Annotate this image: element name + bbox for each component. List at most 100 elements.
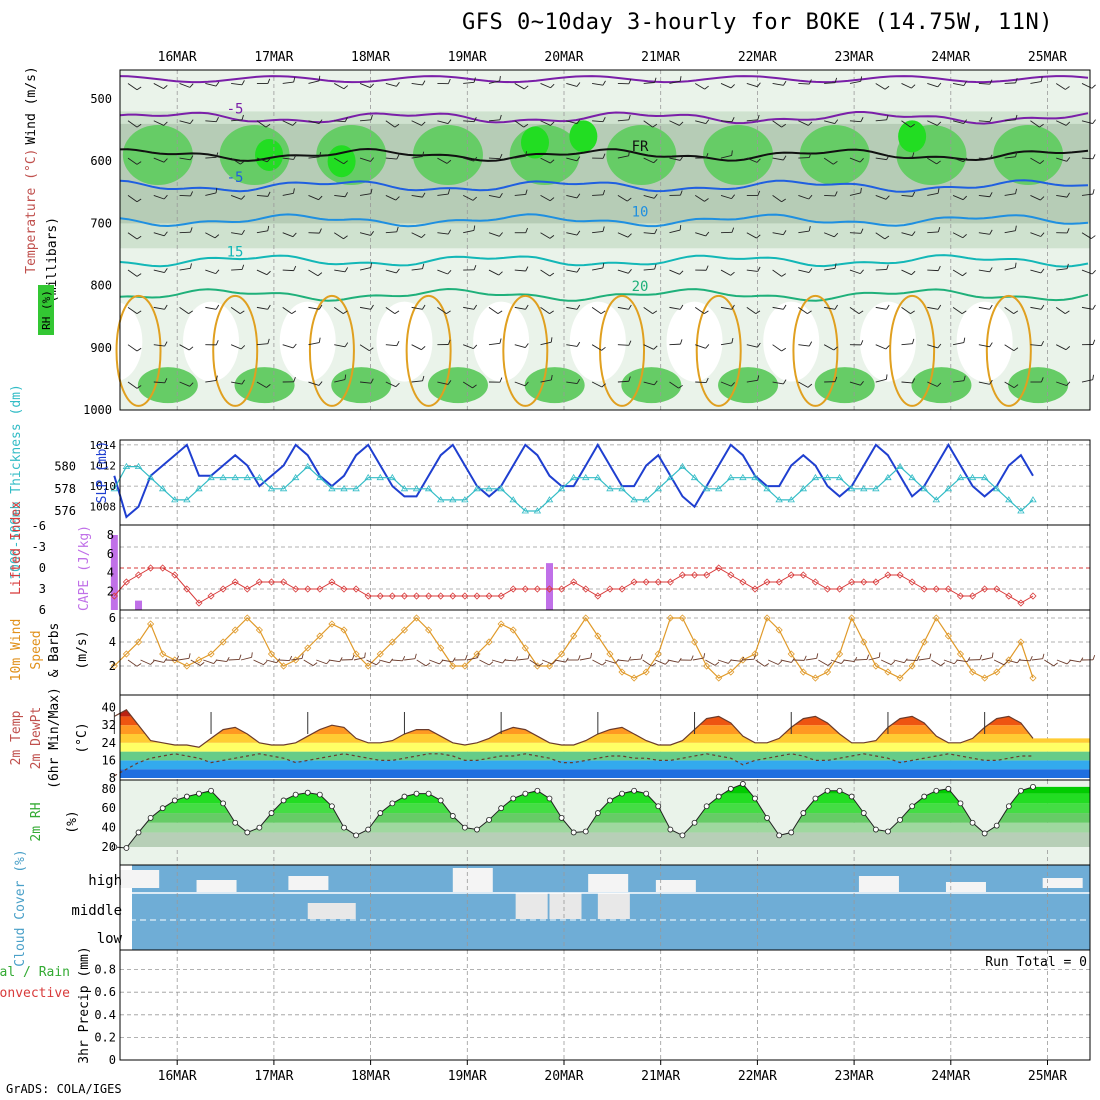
rh-marker xyxy=(280,797,287,804)
wind-speed-marker xyxy=(848,614,856,622)
thickness-marker xyxy=(364,473,372,481)
upper-wind-barb-flag xyxy=(679,155,684,161)
surface-wind-barb-flag xyxy=(289,655,293,661)
thickness-marker xyxy=(932,496,941,503)
middle-cloud-gap xyxy=(307,903,356,919)
thickness-marker xyxy=(594,473,602,481)
isotherm-blob xyxy=(889,294,936,407)
cape-tick: 8 xyxy=(107,528,114,542)
upper-wind-barb-flag xyxy=(241,379,245,385)
upper-wind-barb-flag xyxy=(989,154,993,160)
surface-wind-barb-flag xyxy=(1029,656,1033,661)
upper-wind-barb-flag xyxy=(705,231,710,237)
date-label-bottom: 18MAR xyxy=(351,1069,390,1084)
surface-wind-barb-flag xyxy=(991,652,994,658)
upper-wind-barb-flag xyxy=(1041,377,1044,383)
upper-wind-barb xyxy=(463,344,474,350)
upper-wind-barb-flag xyxy=(962,234,967,239)
cloud-panel: high middle low Cloud Cover (%) xyxy=(13,849,1091,967)
upper-wind-barb-flag xyxy=(731,227,735,233)
li-tick: 6 xyxy=(39,603,46,617)
upper-wind-barb xyxy=(514,344,526,348)
upper-wind-barb xyxy=(462,195,474,201)
upper-wind-barb-flag xyxy=(601,346,606,351)
thickness-marker xyxy=(884,473,892,481)
upper-wind-barb xyxy=(488,232,500,237)
rh-marker xyxy=(824,787,831,794)
wind-speed-marker xyxy=(1029,674,1037,682)
upper-wind-barb-flag xyxy=(189,83,194,88)
rh-marker xyxy=(655,803,662,810)
upper-wind-barb-flag xyxy=(628,340,632,346)
upper-wind-barb xyxy=(875,344,887,350)
upper-wind-barb-flag xyxy=(215,340,219,346)
upper-wind-barb-flag xyxy=(1091,84,1096,89)
upper-wind-barb xyxy=(256,157,268,163)
li-marker xyxy=(582,585,590,593)
upper-wind-barb xyxy=(566,306,578,310)
upper-wind-barb-flag xyxy=(1091,269,1096,275)
surface-wind-barb xyxy=(918,658,930,661)
rh-marker xyxy=(220,800,227,807)
upper-wind-barb xyxy=(694,307,705,315)
upper-wind-barb xyxy=(927,269,939,272)
upper-wind-barb xyxy=(978,269,990,273)
rh-marker xyxy=(812,795,819,802)
upper-wind-barb-flag xyxy=(293,376,296,382)
upper-wind-barb-flag xyxy=(549,310,554,315)
upper-wind-barb xyxy=(927,306,939,310)
upper-wind-barb xyxy=(127,269,138,277)
temperature-legend: Temperature (°C) xyxy=(24,149,39,274)
li-marker xyxy=(545,585,554,593)
thickness-marker xyxy=(582,473,590,481)
upper-wind-barb-flag xyxy=(730,271,735,276)
li-marker xyxy=(231,578,239,586)
li-marker xyxy=(642,578,650,586)
upper-wind-barb-flag xyxy=(602,117,606,122)
upper-wind-barb-flag xyxy=(343,160,348,165)
upper-wind-barb xyxy=(282,344,294,349)
upper-wind-barb xyxy=(1004,267,1016,271)
upper-wind-barb xyxy=(385,269,397,274)
upper-wind-barb-flag xyxy=(757,266,761,272)
rh-marker xyxy=(135,829,142,836)
surface-wind-barb-flag xyxy=(527,653,530,659)
surface-wind-barb-flag xyxy=(1066,659,1071,665)
rh-moist-area-low xyxy=(137,367,198,404)
upper-wind-barb-flag xyxy=(189,382,194,387)
upper-wind-barb-flag xyxy=(241,114,244,120)
precip-panel-frame xyxy=(119,949,1091,1061)
upper-wind-barb-flag xyxy=(576,304,581,310)
precip-panel: 0 0.2 0.4 0.6 0.8 Run Total = 0 3hr Precip (mm… xyxy=(0,946,1091,1067)
upper-wind-barb xyxy=(540,83,551,89)
upper-wind-barb xyxy=(669,229,681,234)
rh-marker xyxy=(764,815,770,821)
upper-wind-barb-flag xyxy=(757,342,761,348)
upper-wind-barb-flag xyxy=(653,193,658,199)
upper-wind-barb xyxy=(772,381,784,385)
upper-wind-barb-flag xyxy=(757,114,760,120)
upper-wind-barb xyxy=(695,232,706,237)
upper-wind-barb xyxy=(1056,381,1067,387)
upper-wind-barb-flag xyxy=(962,195,968,201)
rh-moist-area xyxy=(799,124,870,185)
li-marker xyxy=(400,592,409,600)
upper-wind-barb-flag xyxy=(602,153,606,159)
surface-wind-barb-flag xyxy=(552,660,557,665)
li-marker xyxy=(751,585,759,593)
thickness-marker xyxy=(485,485,493,492)
upper-wind-barb xyxy=(205,380,217,383)
thickness-marker xyxy=(993,485,1001,492)
surface-wind-barb-flag xyxy=(878,652,881,658)
thickness-marker xyxy=(243,473,252,481)
upper-wind-barb-flag xyxy=(164,378,168,383)
cloud-gap xyxy=(196,880,237,892)
slp-tick: 1014 xyxy=(90,439,117,452)
upper-wind-barb xyxy=(669,157,681,161)
wind-speed-marker xyxy=(267,650,276,658)
li-marker xyxy=(207,592,215,600)
rh-marker xyxy=(365,826,372,833)
upper-wind-barb xyxy=(205,192,217,196)
upper-wind-barb-flag xyxy=(1092,374,1095,380)
upper-wind-barb-flag xyxy=(834,119,839,124)
